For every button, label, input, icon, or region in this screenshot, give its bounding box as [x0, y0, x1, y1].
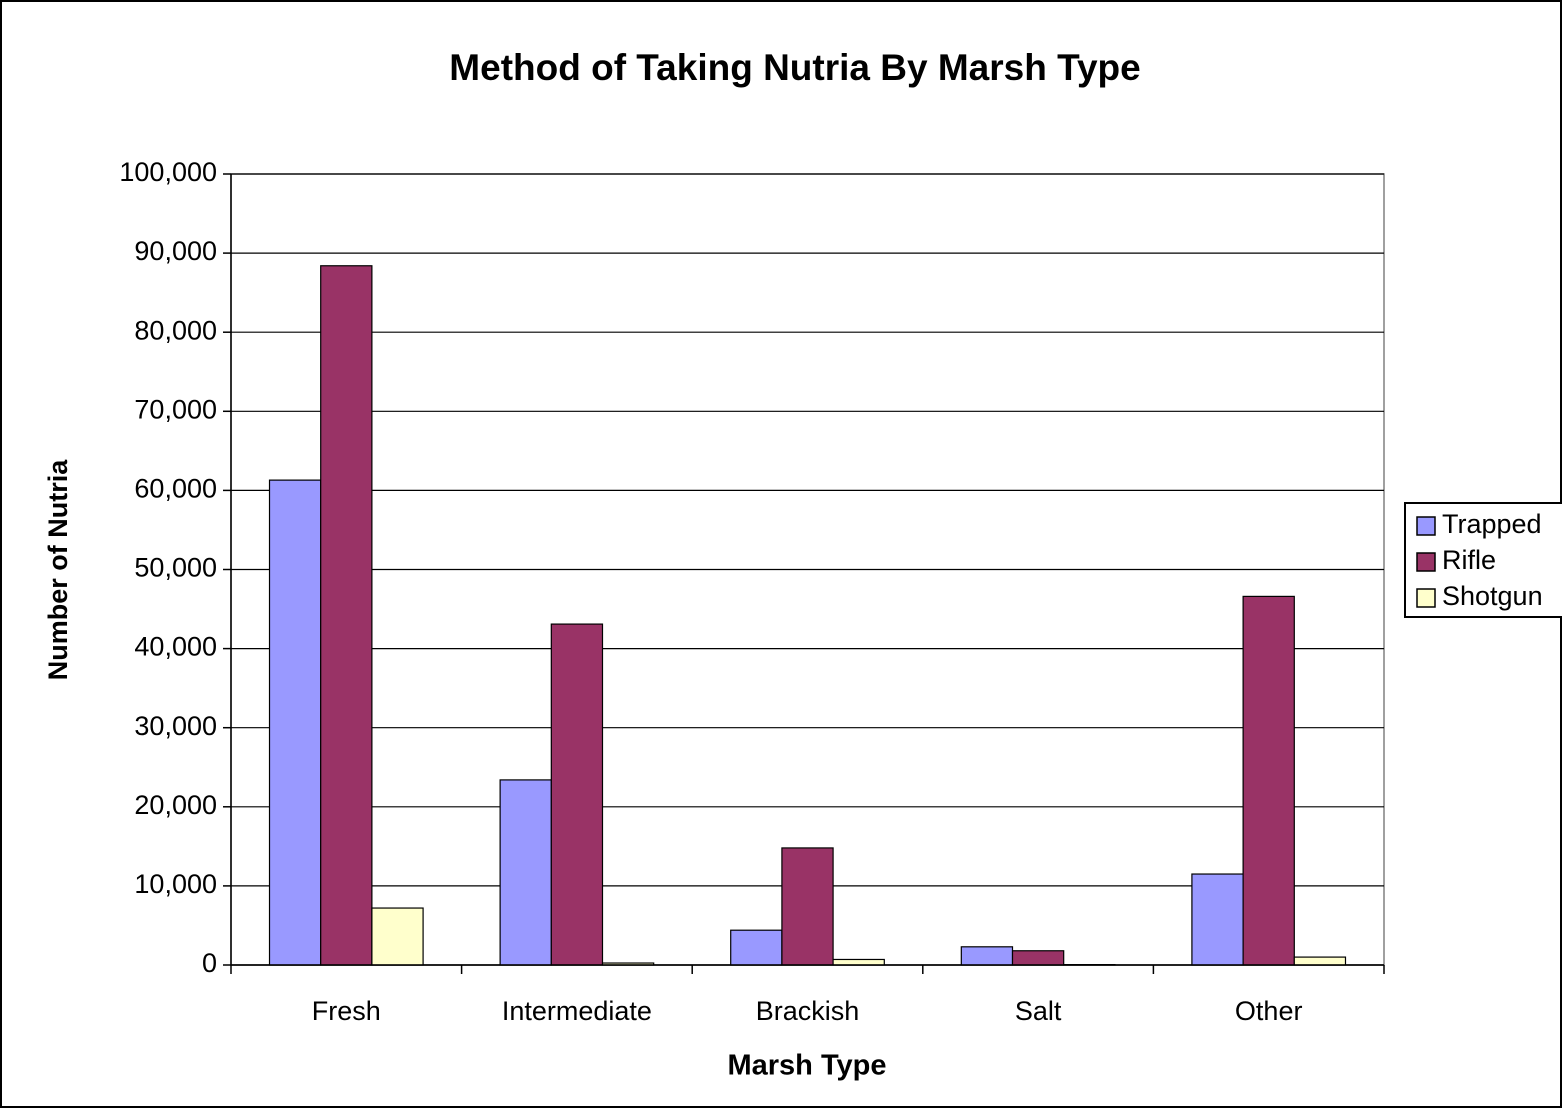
bar: [781, 847, 834, 966]
y-tick-label: 80,000: [134, 315, 217, 345]
y-tick-label: 100,000: [119, 157, 217, 187]
y-tick-label: 0: [202, 948, 217, 978]
y-tick-label: 50,000: [134, 553, 217, 583]
legend-label: Shotgun: [1442, 581, 1543, 611]
y-tick-label: 90,000: [134, 236, 217, 266]
bar: [960, 946, 1014, 966]
y-tick-label: 30,000: [134, 711, 217, 741]
bar: [1293, 956, 1347, 966]
y-tick-label: 20,000: [134, 790, 217, 820]
y-axis-label: Number of Nutria: [43, 459, 73, 680]
legend-label: Rifle: [1442, 545, 1496, 575]
legend-swatch: [1416, 588, 1436, 608]
legend-label: Trapped: [1442, 509, 1542, 539]
bar: [268, 479, 322, 966]
bar: [499, 779, 552, 966]
y-tick-label: 10,000: [134, 869, 217, 899]
y-tick-label: 40,000: [134, 632, 217, 662]
x-tick-label: Salt: [1015, 996, 1062, 1026]
bar: [550, 623, 604, 966]
bar: [730, 929, 783, 966]
bar: [371, 907, 424, 966]
x-tick-label: Intermediate: [502, 996, 652, 1026]
x-tick-label: Other: [1235, 996, 1303, 1026]
bar: [320, 265, 373, 966]
bar: [1191, 873, 1244, 966]
chart-title: Method of Taking Nutria By Marsh Type: [449, 47, 1140, 88]
bar: [832, 958, 885, 966]
x-tick-label: Brackish: [756, 996, 860, 1026]
bar: [1242, 595, 1295, 966]
x-tick-label: Fresh: [312, 996, 381, 1026]
bar: [1011, 950, 1065, 966]
legend-swatch: [1416, 552, 1436, 572]
y-tick-label: 70,000: [134, 394, 217, 424]
x-axis-label: Marsh Type: [727, 1050, 886, 1082]
legend-swatch: [1416, 516, 1436, 536]
y-tick-label: 60,000: [134, 474, 217, 504]
